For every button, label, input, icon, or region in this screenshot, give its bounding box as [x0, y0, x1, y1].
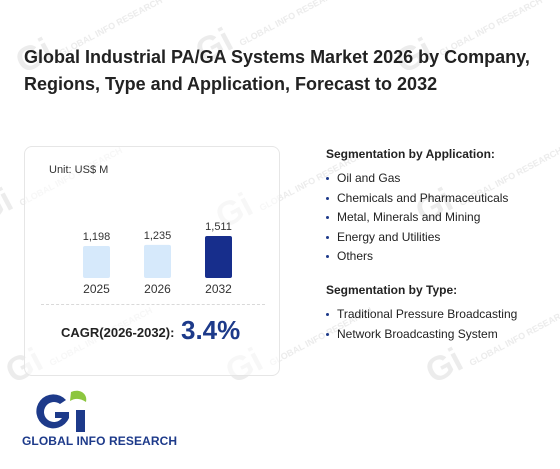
- category-label: 2026: [144, 282, 171, 296]
- segmentation-type: Segmentation by Type: Traditional Pressu…: [326, 283, 517, 344]
- segmentation-application-title: Segmentation by Application:: [326, 147, 495, 161]
- application-item: Chemicals and Pharmaceuticals: [326, 189, 508, 209]
- bar-value-label: 1,511: [205, 221, 232, 233]
- type-item: Network Broadcasting System: [326, 325, 517, 345]
- bar-2032: [205, 236, 232, 278]
- application-item: Energy and Utilities: [326, 228, 508, 248]
- watermark-text: GLOBAL INFO RESEARCH: [238, 0, 344, 48]
- application-item: Metal, Minerals and Mining: [326, 208, 508, 228]
- bar-value-label: 1,198: [83, 231, 111, 243]
- logo-text: GLOBAL INFO RESEARCH: [22, 434, 178, 448]
- chart-unit-label: Unit: US$ M: [49, 164, 109, 176]
- category-label: 2025: [83, 282, 110, 296]
- watermark-logo-mark: Gi: [0, 181, 19, 231]
- bar-2026: [144, 244, 171, 278]
- cagr-value: 3.4%: [181, 315, 241, 345]
- logo-icon: [36, 390, 87, 432]
- segmentation-application: Segmentation by Application: Oil and Gas…: [326, 147, 508, 267]
- bar-2025: [83, 246, 110, 278]
- watermark-logo-mark: Gi: [419, 341, 469, 391]
- bar-value-label: 1,235: [144, 230, 172, 242]
- bar-chart: 1,198 2025 1,235 2026 1,511 2032: [83, 221, 232, 296]
- cagr-label: CAGR(2026-2032):: [61, 325, 175, 340]
- page-title: Global Industrial PA/GA Systems Market 2…: [24, 47, 530, 94]
- application-item: Oil and Gas: [326, 169, 508, 189]
- application-item: Others: [326, 247, 508, 267]
- type-item: Traditional Pressure Broadcasting: [326, 305, 517, 325]
- chart-card: Unit: US$ M 1,198 2025 1,235 2026 1,511 2032 …: [24, 146, 280, 376]
- card-divider: [41, 304, 265, 305]
- segmentation-type-title: Segmentation by Type:: [326, 283, 458, 297]
- category-label: 2032: [205, 282, 232, 296]
